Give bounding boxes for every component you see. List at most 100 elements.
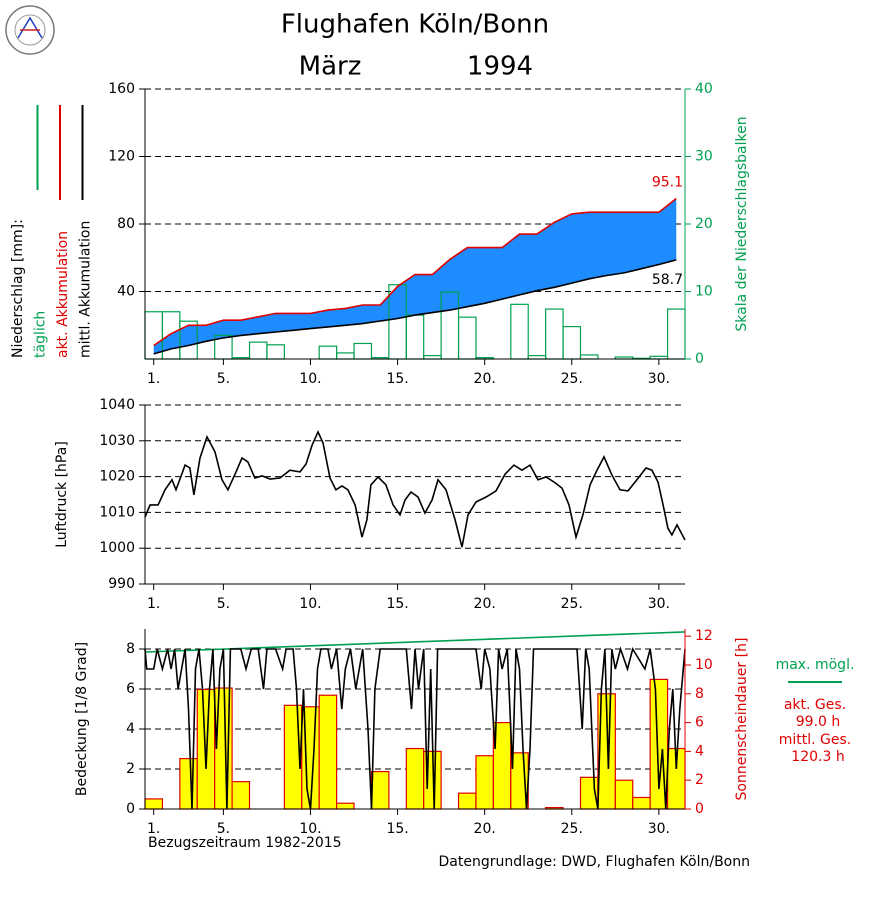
bar <box>231 781 251 810</box>
x-tick-label: 20. <box>474 821 496 837</box>
y-tick-label: 40 <box>117 284 135 300</box>
y2-tick-label: 20 <box>695 216 713 232</box>
x-tick-label: 10. <box>299 821 321 837</box>
bar <box>614 779 634 810</box>
y-tick-label: 1030 <box>99 433 135 449</box>
area <box>153 198 677 354</box>
total-label: mittl. Ges. <box>779 732 852 748</box>
line <box>144 429 686 548</box>
y2-tick-label: 30 <box>695 149 713 165</box>
logo <box>5 5 55 55</box>
x-tick-label: 15. <box>386 371 408 387</box>
bar <box>144 798 164 810</box>
bar <box>666 308 686 360</box>
chart-title: Flughafen Köln/Bonn <box>281 10 549 40</box>
x-tick-label: 1. <box>147 821 160 837</box>
y-axis-label: Bedeckung [1/8 Grad] <box>74 642 90 796</box>
y-tick-label: 6 <box>126 681 135 697</box>
y2-tick-label: 0 <box>695 801 704 817</box>
y2-tick-label: 2 <box>695 772 704 788</box>
bar <box>510 303 529 360</box>
x-tick-label: 10. <box>299 596 321 612</box>
y2-tick-label: 40 <box>695 81 713 97</box>
total-value: 120.3 h <box>791 749 844 765</box>
bar <box>423 355 442 360</box>
y2-tick-label: 0 <box>695 351 704 367</box>
y2-axis-label: Skala der Niederschlagsbalken <box>734 116 750 331</box>
x-tick-label: 15. <box>386 596 408 612</box>
y-tick-label: 80 <box>117 216 135 232</box>
bar <box>266 344 285 360</box>
x-tick-label: 25. <box>561 371 583 387</box>
y2-axis-label: Sonnenscheindauer [h] <box>734 638 750 801</box>
bar <box>370 770 390 810</box>
total-value: 99.0 h <box>796 714 841 730</box>
bar <box>405 747 425 810</box>
note: Bezugszeitraum 1982-2015 <box>148 835 342 851</box>
x-tick-label: 25. <box>561 821 583 837</box>
bar <box>248 341 268 360</box>
y-tick-label: 160 <box>108 81 135 97</box>
y2-tick-label: 8 <box>695 686 704 702</box>
bar <box>632 796 651 810</box>
bar <box>179 757 198 810</box>
legend-label: max. mögl. <box>776 657 855 673</box>
line <box>153 259 677 355</box>
total-label: akt. Ges. <box>784 697 846 713</box>
bar <box>336 352 355 360</box>
y-tick-label: 0 <box>126 801 135 817</box>
bar <box>579 354 599 360</box>
x-tick-label: 30. <box>648 596 670 612</box>
bar <box>405 314 425 360</box>
x-tick-label: 5. <box>217 821 230 837</box>
x-tick-label: 1. <box>147 371 160 387</box>
bar <box>562 326 582 360</box>
data-label: 58.7 <box>652 272 683 288</box>
y-tick-label: 1020 <box>99 469 135 485</box>
y2-tick-label: 12 <box>695 628 713 644</box>
x-tick-label: 20. <box>474 596 496 612</box>
y-tick-label: 1010 <box>99 504 135 520</box>
x-tick-label: 15. <box>386 821 408 837</box>
bar <box>475 755 494 810</box>
x-tick-label: 10. <box>299 371 321 387</box>
y-tick-label: 8 <box>126 641 135 657</box>
legend-label: akt. Akkumulation <box>55 231 71 358</box>
y-tick-label: 2 <box>126 761 135 777</box>
y2-tick-label: 10 <box>695 657 713 673</box>
x-tick-label: 5. <box>217 596 230 612</box>
bar <box>545 308 564 360</box>
y-axis-label: Niederschlag [mm]: <box>10 219 26 358</box>
x-tick-label: 30. <box>648 821 670 837</box>
y-tick-label: 1000 <box>99 540 135 556</box>
x-tick-label: 5. <box>217 371 230 387</box>
bar <box>457 316 477 360</box>
y-tick-label: 4 <box>126 721 135 737</box>
bar <box>353 342 373 360</box>
bar <box>457 792 477 810</box>
y2-tick-label: 6 <box>695 715 704 731</box>
bar <box>318 694 338 810</box>
note: Datengrundlage: DWD, Flughafen Köln/Bonn <box>438 854 750 870</box>
y-tick-label: 990 <box>108 576 135 592</box>
x-tick-label: 20. <box>474 371 496 387</box>
chart-subtitle: 1994 <box>467 52 533 82</box>
bar <box>527 355 547 360</box>
bar <box>196 688 216 810</box>
data-label: 95.1 <box>652 175 683 191</box>
x-tick-label: 25. <box>561 596 583 612</box>
y-tick-label: 120 <box>108 149 135 165</box>
legend-label: täglich <box>33 311 49 358</box>
x-tick-label: 1. <box>147 596 160 612</box>
bar <box>318 345 338 360</box>
line <box>153 197 677 347</box>
x-tick-label: 30. <box>648 371 670 387</box>
y-axis-label: Luftdruck [hPa] <box>54 441 70 548</box>
logo-mark <box>17 16 43 39</box>
y-tick-label: 1040 <box>99 397 135 413</box>
legend-label: mittl. Akkumulation <box>78 221 94 358</box>
y2-tick-label: 10 <box>695 284 713 300</box>
logo-inner <box>14 14 46 46</box>
